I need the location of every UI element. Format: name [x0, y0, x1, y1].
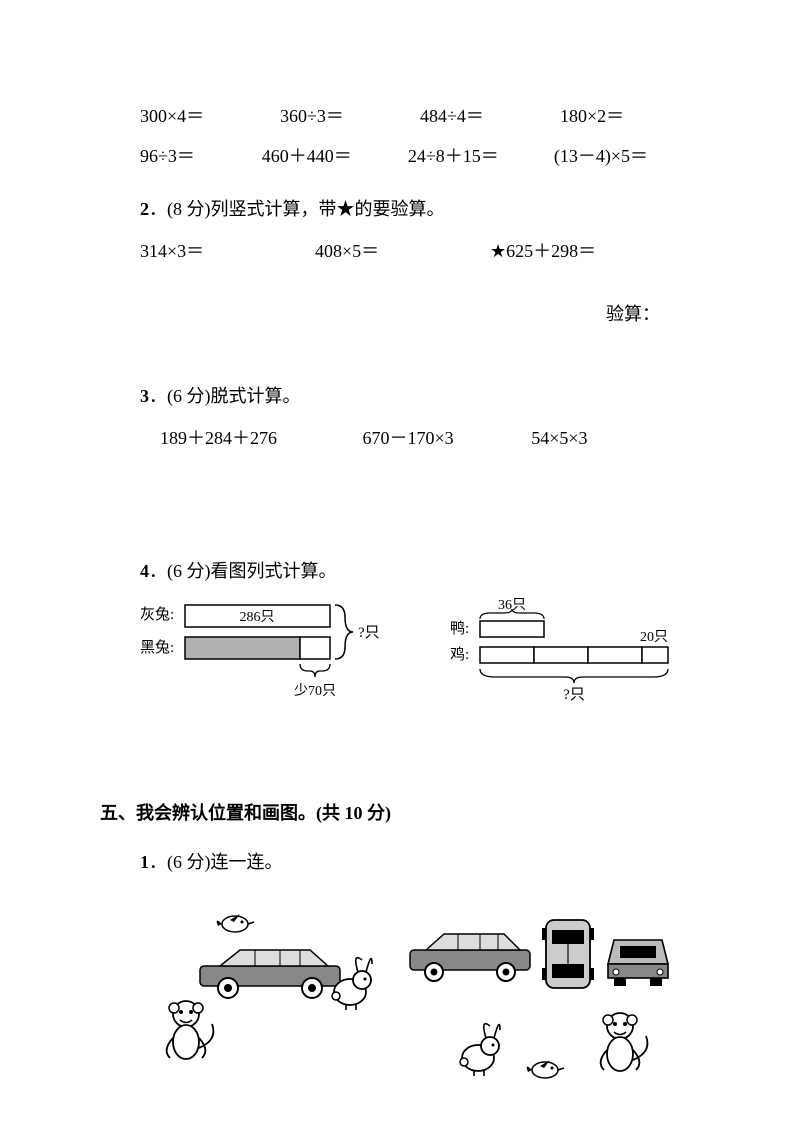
q-text: ．(6 分)连一连。 [149, 852, 283, 872]
brace-top [480, 609, 544, 619]
chicken-seg-extra [642, 647, 668, 663]
chicken-seg-2 [534, 647, 588, 663]
car-side-view-icon [410, 934, 530, 981]
duck-label: 鸭: [450, 620, 469, 637]
q-text: ．(6 分)看图列式计算。 [149, 561, 337, 581]
expr: 460＋440＝ [262, 140, 408, 172]
question-3: 3．(6 分)脱式计算。 [140, 380, 700, 412]
car-side-icon [200, 950, 340, 998]
diagram-rabbits: 灰兔: 黑兔: 286只 ?只 少70只 [140, 597, 400, 707]
question-2: 2．(8 分)列竖式计算，带★的要验算。 [140, 193, 700, 225]
expr: 96÷3＝ [140, 140, 262, 172]
chicken-label: 鸡: [450, 646, 469, 663]
expr: 180×2＝ [560, 100, 700, 132]
bar-gray-value: 286只 [240, 610, 275, 625]
rabbit-icon [460, 1024, 500, 1076]
expr: 189＋284＋276 [160, 422, 363, 454]
right-q-label: ?只 [358, 625, 380, 641]
expr: 314×3＝ [140, 235, 315, 267]
arith-row-2: 96÷3＝ 460＋440＝ 24÷8＋15＝ (13－4)×5＝ [140, 140, 700, 172]
q-number: 1 [140, 852, 149, 872]
expr: 670－170×3 [363, 422, 532, 454]
brace-bottom [480, 669, 668, 683]
duck-bar [480, 621, 544, 637]
q-number: 4 [140, 561, 149, 581]
brace-bottom-small [300, 664, 330, 677]
arith-row-1: 300×4＝ 360÷3＝ 484÷4＝ 180×2＝ [140, 100, 700, 132]
question-4: 4．(6 分)看图列式计算。 [140, 555, 700, 587]
expr: ★625＋298＝ [490, 235, 700, 267]
bird-icon [217, 914, 254, 932]
rabbit-icon [332, 958, 372, 1010]
q2-exprs: 314×3＝ 408×5＝ ★625＋298＝ [140, 235, 700, 267]
car-rear-view-icon [608, 940, 668, 986]
chicken-seg-1 [480, 647, 534, 663]
q-number: 3 [140, 386, 149, 406]
diagram-duck-chicken: 36只 鸭: 鸡: 20只 ?只 [440, 597, 700, 707]
gray-rabbit-label: 灰兔: [140, 606, 174, 623]
bird-icon [527, 1060, 564, 1078]
expr: (13－4)×5＝ [554, 140, 700, 172]
brace-right [335, 605, 353, 659]
bar-black-rabbit-gap [300, 637, 330, 659]
expr: 300×4＝ [140, 100, 280, 132]
monkey-icon [167, 1001, 214, 1059]
question-5-1: 1．(6 分)连一连。 [140, 846, 700, 878]
expr: 24÷8＋15＝ [408, 140, 554, 172]
q-number: 2 [140, 199, 149, 219]
page: 300×4＝ 360÷3＝ 484÷4＝ 180×2＝ 96÷3＝ 460＋44… [0, 0, 800, 1142]
bottom-q-label: ?只 [563, 687, 585, 703]
bar-black-rabbit-fill [185, 637, 300, 659]
expr: 54×5×3 [531, 422, 700, 454]
connect-svg [160, 902, 680, 1102]
q3-exprs: 189＋284＋276 670－170×3 54×5×3 [140, 422, 700, 454]
bottom-less-label: 少70只 [294, 683, 336, 699]
q-text: ．(8 分)列竖式计算，带★的要验算。 [149, 199, 445, 219]
expr: 360÷3＝ [280, 100, 420, 132]
chicken-seg-3 [588, 647, 642, 663]
car-top-view-icon [542, 920, 594, 988]
section-5-title: 五、我会辨认位置和画图。(共 10 分) [100, 797, 700, 829]
diagrams: 灰兔: 黑兔: 286只 ?只 少70只 36只 鸭: 鸡: [140, 597, 700, 707]
illustration [140, 902, 700, 1102]
expr: 408×5＝ [315, 235, 490, 267]
extra-20-label: 20只 [640, 630, 668, 645]
monkey-icon [601, 1013, 648, 1071]
black-rabbit-label: 黑兔: [140, 639, 174, 656]
expr: 484÷4＝ [420, 100, 560, 132]
q-text: ．(6 分)脱式计算。 [149, 386, 301, 406]
verify-label: 验算： [140, 298, 700, 330]
